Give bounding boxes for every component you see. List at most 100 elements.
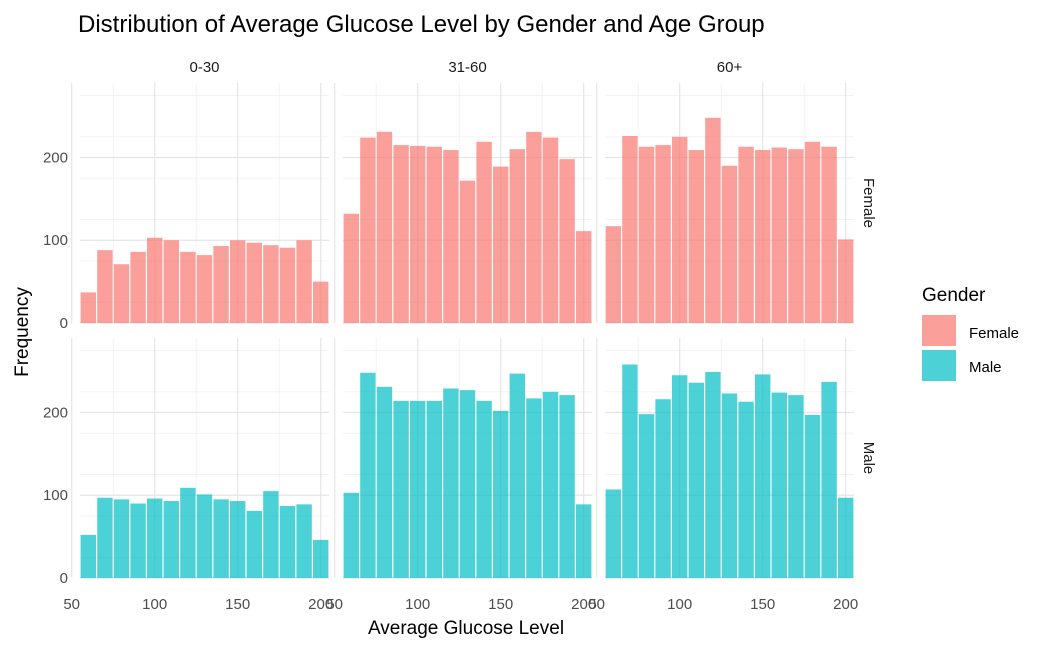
bar-male-0-30-110	[163, 501, 179, 578]
bar-male-60-100	[672, 375, 688, 578]
bar-female-60-200	[838, 239, 854, 323]
strip-label-60: 60+	[717, 59, 743, 76]
x-tick-label: 150	[488, 596, 513, 613]
panel-female-0-30: 0 100 200	[43, 83, 329, 332]
bar-female-31-60-60	[343, 213, 359, 323]
bar-female-31-60-140	[476, 141, 492, 323]
bar-female-31-60-160	[509, 149, 525, 323]
x-tick-label: 100	[405, 596, 430, 613]
bar-male-60-70	[622, 364, 638, 578]
strip-label-male: Male	[860, 442, 877, 475]
bar-male-31-60-90	[393, 400, 409, 578]
bar-male-0-30-180	[279, 506, 296, 578]
bar-female-60-110	[688, 150, 704, 323]
bar-male-31-60-110	[426, 400, 442, 578]
panel-male-31-60: 50 100 150 200	[326, 338, 596, 613]
bar-male-31-60-60	[343, 492, 359, 578]
bar-female-31-60-170	[526, 131, 542, 323]
bar-male-0-30-70	[97, 497, 113, 578]
x-tick-label: 200	[833, 596, 858, 613]
legend-swatch-male	[922, 350, 956, 381]
bar-female-31-60-100	[410, 145, 426, 323]
strip-label-0-30: 0-30	[189, 59, 219, 76]
bar-male-60-80	[638, 414, 655, 578]
bar-female-31-60-200	[576, 231, 592, 323]
x-tick-label: 50	[63, 596, 80, 613]
bar-female-60-60	[605, 226, 621, 323]
bar-female-60-90	[655, 145, 671, 323]
bar-male-31-60-70	[360, 372, 376, 578]
bar-male-31-60-200	[576, 504, 592, 578]
bar-female-60-180	[804, 141, 821, 323]
bar-male-60-60	[605, 489, 621, 578]
bar-male-0-30-130	[196, 494, 213, 578]
bar-male-60-200	[838, 497, 854, 578]
bar-female-60-120	[705, 117, 721, 323]
bar-female-0-30-90	[130, 251, 146, 323]
bar-female-0-30-80	[113, 264, 130, 323]
legend-title: Gender	[922, 285, 986, 306]
bar-male-60-140	[738, 401, 754, 578]
bar-male-60-160	[771, 392, 787, 578]
bar-male-0-30-190	[296, 504, 312, 578]
x-axis-title: Average Glucose Level	[368, 618, 564, 639]
bar-male-31-60-100	[410, 400, 426, 578]
x-tick-label: 100	[667, 596, 692, 613]
bar-male-31-60-130	[459, 390, 476, 578]
bar-female-31-60-110	[426, 146, 442, 323]
strip-label-31-60: 31-60	[448, 59, 486, 76]
bar-male-60-110	[688, 382, 704, 578]
bar-female-0-30-170	[263, 245, 279, 323]
panel-male-60: 50 100 150 200	[588, 338, 858, 613]
bar-male-60-120	[705, 371, 721, 578]
y-tick-label: 200	[43, 404, 68, 421]
bar-male-0-30-140	[213, 499, 229, 578]
bar-female-31-60-190	[559, 159, 575, 323]
bar-female-0-30-110	[163, 240, 179, 323]
x-tick-label: 150	[750, 596, 775, 613]
bar-male-31-60-80	[376, 386, 393, 578]
bar-female-0-30-70	[97, 250, 113, 323]
x-tick-label: 200	[571, 596, 596, 613]
chart-title: Distribution of Average Glucose Level by…	[78, 11, 765, 38]
panel-male-0-30: 0 100 200 50 100 150 200	[43, 338, 333, 613]
x-tick-label: 200	[308, 596, 333, 613]
legend-label-male: Male	[969, 359, 1002, 376]
bar-female-0-30-150	[230, 240, 246, 323]
bar-male-0-30-200	[313, 539, 329, 578]
bar-female-60-160	[771, 147, 787, 323]
panel-female-60	[596, 83, 854, 324]
bar-female-0-30-160	[246, 242, 262, 323]
bar-female-0-30-130	[196, 255, 213, 323]
bar-male-0-30-90	[130, 503, 146, 578]
x-tick-label: 100	[142, 596, 167, 613]
bar-male-31-60-140	[476, 400, 492, 578]
bar-female-60-150	[755, 150, 771, 323]
bar-male-31-60-180	[542, 391, 559, 578]
bar-female-60-170	[788, 149, 804, 323]
bar-female-60-70	[622, 135, 638, 323]
x-tick-label: 150	[225, 596, 250, 613]
x-tick-label: 50	[326, 596, 343, 613]
y-tick-label: 200	[43, 149, 68, 166]
bar-male-60-90	[655, 399, 671, 578]
bar-female-60-130	[721, 165, 738, 323]
bar-female-0-30-100	[147, 237, 163, 323]
bar-female-60-80	[638, 146, 655, 323]
bar-female-60-100	[672, 136, 688, 323]
bar-male-0-30-150	[230, 501, 246, 578]
bar-female-0-30-200	[313, 281, 329, 323]
bar-male-31-60-170	[526, 398, 542, 578]
legend-swatch-female	[922, 315, 956, 346]
bar-female-31-60-120	[443, 150, 459, 323]
bar-male-60-180	[804, 414, 821, 578]
bar-male-31-60-150	[493, 410, 509, 578]
bar-female-31-60-70	[360, 137, 376, 323]
bar-female-60-140	[738, 146, 754, 323]
y-tick-label: 0	[60, 315, 68, 332]
bar-male-31-60-160	[509, 373, 525, 578]
bar-male-0-30-170	[263, 491, 279, 578]
bar-female-60-190	[821, 146, 837, 323]
